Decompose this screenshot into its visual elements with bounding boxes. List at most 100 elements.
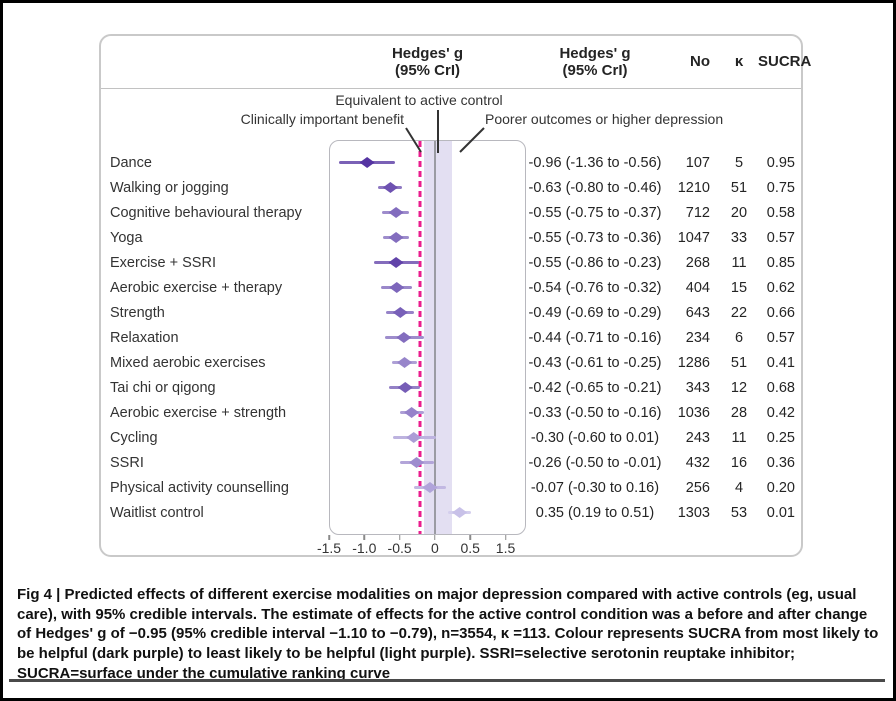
participants-count: 712 bbox=[685, 204, 710, 221]
point-estimate-diamond bbox=[452, 507, 468, 518]
table-row: Dance -0.96 (-1.36 to -0.56) 107 5 0.95 bbox=[101, 150, 805, 175]
studies-count: 16 bbox=[730, 454, 748, 471]
point-estimate-diamond bbox=[388, 232, 404, 243]
point-estimate-diamond bbox=[397, 357, 413, 368]
participants-count: 404 bbox=[685, 279, 710, 296]
zero-reference-line bbox=[433, 141, 436, 534]
sucra-value: 0.57 bbox=[766, 329, 795, 346]
treatment-label: Dance bbox=[110, 154, 152, 171]
treatment-label: Physical activity counselling bbox=[110, 479, 289, 496]
point-estimate-diamond bbox=[359, 157, 375, 168]
point-estimate-diamond bbox=[409, 457, 425, 468]
participants-count: 432 bbox=[685, 454, 710, 471]
axis-tick-label: -0.5 bbox=[387, 540, 412, 556]
treatment-label: Cognitive behavioural therapy bbox=[110, 204, 302, 221]
sucra-value: 0.95 bbox=[766, 154, 795, 171]
participants-count: 643 bbox=[685, 304, 710, 321]
table-row: Physical activity counselling -0.07 (-0.3… bbox=[101, 475, 805, 500]
ci-plot-cell bbox=[329, 475, 526, 500]
participants-count: 234 bbox=[685, 329, 710, 346]
ci-plot-cell bbox=[329, 500, 526, 525]
header-hedges-g-plot-line2: (95% CrI) bbox=[394, 62, 461, 79]
table-row: SSRI -0.26 (-0.50 to -0.01) 432 16 0.36 bbox=[101, 450, 805, 475]
ci-plot-cell bbox=[329, 350, 526, 375]
participants-count: 243 bbox=[685, 429, 710, 446]
sucra-value: 0.58 bbox=[766, 204, 795, 221]
axis-tick-mark bbox=[328, 535, 330, 540]
ci-plot-cell bbox=[329, 150, 526, 175]
ci-plot-cell bbox=[329, 250, 526, 275]
table-row: Aerobic exercise + therapy -0.54 (-0.76 t… bbox=[101, 275, 805, 300]
axis-tick-mark bbox=[363, 535, 366, 540]
participants-count: 1303 bbox=[677, 504, 710, 521]
hedges-g-value: 0.35 (0.19 to 0.51) bbox=[535, 504, 655, 521]
sucra-value: 0.75 bbox=[766, 179, 795, 196]
sucra-value: 0.36 bbox=[766, 454, 795, 471]
axis-tick-label: -1.5 bbox=[316, 540, 342, 556]
table-row: Walking or jogging -0.63 (-0.80 to -0.46)… bbox=[101, 175, 805, 200]
treatment-label: Strength bbox=[110, 304, 165, 321]
participants-count: 1047 bbox=[677, 229, 710, 246]
ci-plot-cell bbox=[329, 450, 526, 475]
ci-plot-cell bbox=[329, 425, 526, 450]
axis-tick-label: 1.5 bbox=[495, 540, 516, 556]
hedges-g-value: -0.30 (-0.60 to 0.01) bbox=[530, 429, 660, 446]
treatment-label: SSRI bbox=[110, 454, 144, 471]
hedges-g-value: -0.42 (-0.65 to -0.21) bbox=[528, 379, 662, 396]
axis-tick-mark bbox=[434, 535, 436, 540]
hedges-g-value: -0.26 (-0.50 to -0.01) bbox=[528, 454, 662, 471]
table-row: Waitlist control 0.35 (0.19 to 0.51) 1303 5… bbox=[101, 500, 805, 525]
treatment-label: Tai chi or qigong bbox=[110, 379, 216, 396]
treatment-label: Yoga bbox=[110, 229, 143, 246]
hedges-g-value: -0.44 (-0.71 to -0.16) bbox=[528, 329, 662, 346]
axis-tick-mark bbox=[398, 535, 401, 540]
hedges-g-value: -0.43 (-0.61 to -0.25) bbox=[528, 354, 662, 371]
sucra-value: 0.41 bbox=[766, 354, 795, 371]
ci-plot-cell bbox=[329, 175, 526, 200]
participants-count: 343 bbox=[685, 379, 710, 396]
sucra-value: 0.66 bbox=[766, 304, 795, 321]
sucra-value: 0.85 bbox=[766, 254, 795, 271]
participants-count: 107 bbox=[685, 154, 710, 171]
x-axis: -1.5 -1.0 -0.5 0 0.5 1.5 bbox=[317, 535, 526, 557]
ci-plot-cell bbox=[329, 325, 526, 350]
studies-count: 51 bbox=[730, 354, 748, 371]
figure-card: Hedges' g (95% CrI) Hedges' g (95% CrI) … bbox=[99, 34, 812, 557]
point-estimate-diamond bbox=[388, 207, 404, 218]
table-row: Cycling -0.30 (-0.60 to 0.01) 243 11 0.25 bbox=[101, 425, 805, 450]
hedges-g-value: -0.96 (-1.36 to -0.56) bbox=[528, 154, 662, 171]
point-estimate-diamond bbox=[396, 332, 412, 343]
axis-tick-mark bbox=[469, 535, 471, 540]
ci-plot-cell bbox=[329, 225, 526, 250]
point-estimate-diamond bbox=[397, 382, 413, 393]
studies-count: 33 bbox=[730, 229, 748, 246]
point-estimate-diamond bbox=[404, 407, 420, 418]
ci-plot-cell bbox=[329, 400, 526, 425]
treatment-label: Mixed aerobic exercises bbox=[110, 354, 266, 371]
point-estimate-diamond bbox=[422, 482, 438, 493]
axis-tick-mark bbox=[504, 535, 507, 540]
header-hedges-g-plot: Hedges' g (95% CrI) bbox=[329, 45, 526, 80]
studies-count: 15 bbox=[730, 279, 748, 296]
sucra-value: 0.01 bbox=[766, 504, 795, 521]
studies-count: 4 bbox=[734, 479, 744, 496]
header-hedges-g-text-line2: (95% CrI) bbox=[562, 62, 628, 79]
ci-plot-cell bbox=[329, 300, 526, 325]
table-row: Strength -0.49 (-0.69 to -0.29) 643 22 0.66 bbox=[101, 300, 805, 325]
table-row: Tai chi or qigong -0.42 (-0.65 to -0.21) 3… bbox=[101, 375, 805, 400]
table-row: Relaxation -0.44 (-0.71 to -0.16) 234 6 0.57 bbox=[101, 325, 805, 350]
hedges-g-value: -0.63 (-0.80 to -0.46) bbox=[528, 179, 662, 196]
header-sucra: SUCRA bbox=[758, 53, 812, 71]
hedges-g-value: -0.55 (-0.73 to -0.36) bbox=[528, 229, 662, 246]
participants-count: 1286 bbox=[677, 354, 710, 371]
hedges-g-value: -0.07 (-0.30 to 0.16) bbox=[530, 479, 660, 496]
studies-count: 6 bbox=[734, 329, 744, 346]
studies-count: 11 bbox=[731, 254, 747, 271]
sucra-value: 0.42 bbox=[766, 404, 795, 421]
point-estimate-diamond bbox=[388, 257, 404, 268]
header-hedges-g-text: Hedges' g (95% CrI) bbox=[526, 45, 664, 80]
annotation-poorer-outcomes: Poorer outcomes or higher depression bbox=[485, 111, 724, 127]
treatment-label: Exercise + SSRI bbox=[110, 254, 216, 271]
hedges-g-value: -0.55 (-0.75 to -0.37) bbox=[528, 204, 662, 221]
header-kappa: κ bbox=[734, 53, 744, 71]
